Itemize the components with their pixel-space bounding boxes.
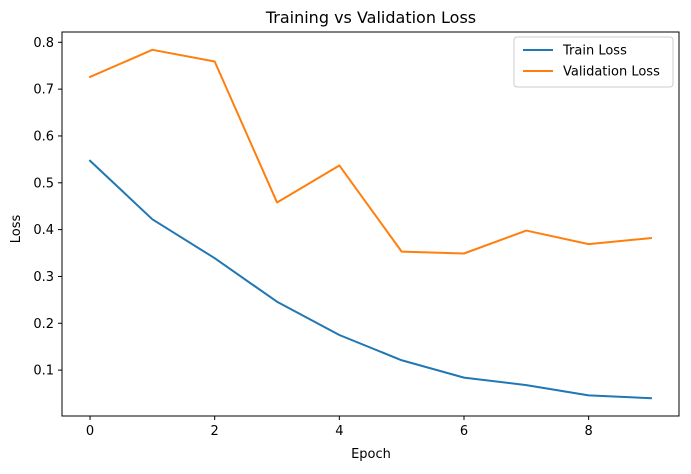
legend: Train Loss Validation Loss [513, 36, 674, 88]
legend-label-validation-loss: Validation Loss [563, 65, 660, 80]
series-line-train-loss [88, 159, 652, 400]
y-tick-label: 0.5 [33, 176, 54, 191]
y-axis-label: Loss [9, 215, 24, 244]
legend-label-train-loss: Train Loss [562, 44, 627, 59]
x-tick-label: 0 [86, 424, 94, 439]
y-tick-label: 0.7 [33, 83, 54, 98]
y-tick-label: 0.2 [33, 317, 54, 332]
plot-area-frame [61, 31, 680, 417]
series-line-validation-loss [88, 48, 653, 255]
legend-box [513, 36, 674, 88]
y-axis: 0.1 0.2 0.3 0.4 0.5 0.6 0.7 0.8 [33, 36, 62, 379]
x-axis-label: Epoch [351, 447, 391, 462]
y-tick-label: 0.8 [33, 36, 54, 51]
x-tick-label: 6 [460, 424, 468, 439]
chart-title: Training vs Validation Loss [265, 8, 476, 27]
y-tick-label: 0.1 [33, 364, 54, 379]
series-layer [88, 48, 653, 400]
x-tick-label: 8 [584, 424, 592, 439]
y-tick-label: 0.4 [33, 223, 54, 238]
x-tick-label: 4 [335, 424, 343, 439]
x-tick-label: 2 [211, 424, 219, 439]
y-tick-label: 0.3 [33, 270, 54, 285]
x-axis: 0 2 4 6 8 [86, 416, 593, 439]
y-tick-label: 0.6 [33, 129, 54, 144]
